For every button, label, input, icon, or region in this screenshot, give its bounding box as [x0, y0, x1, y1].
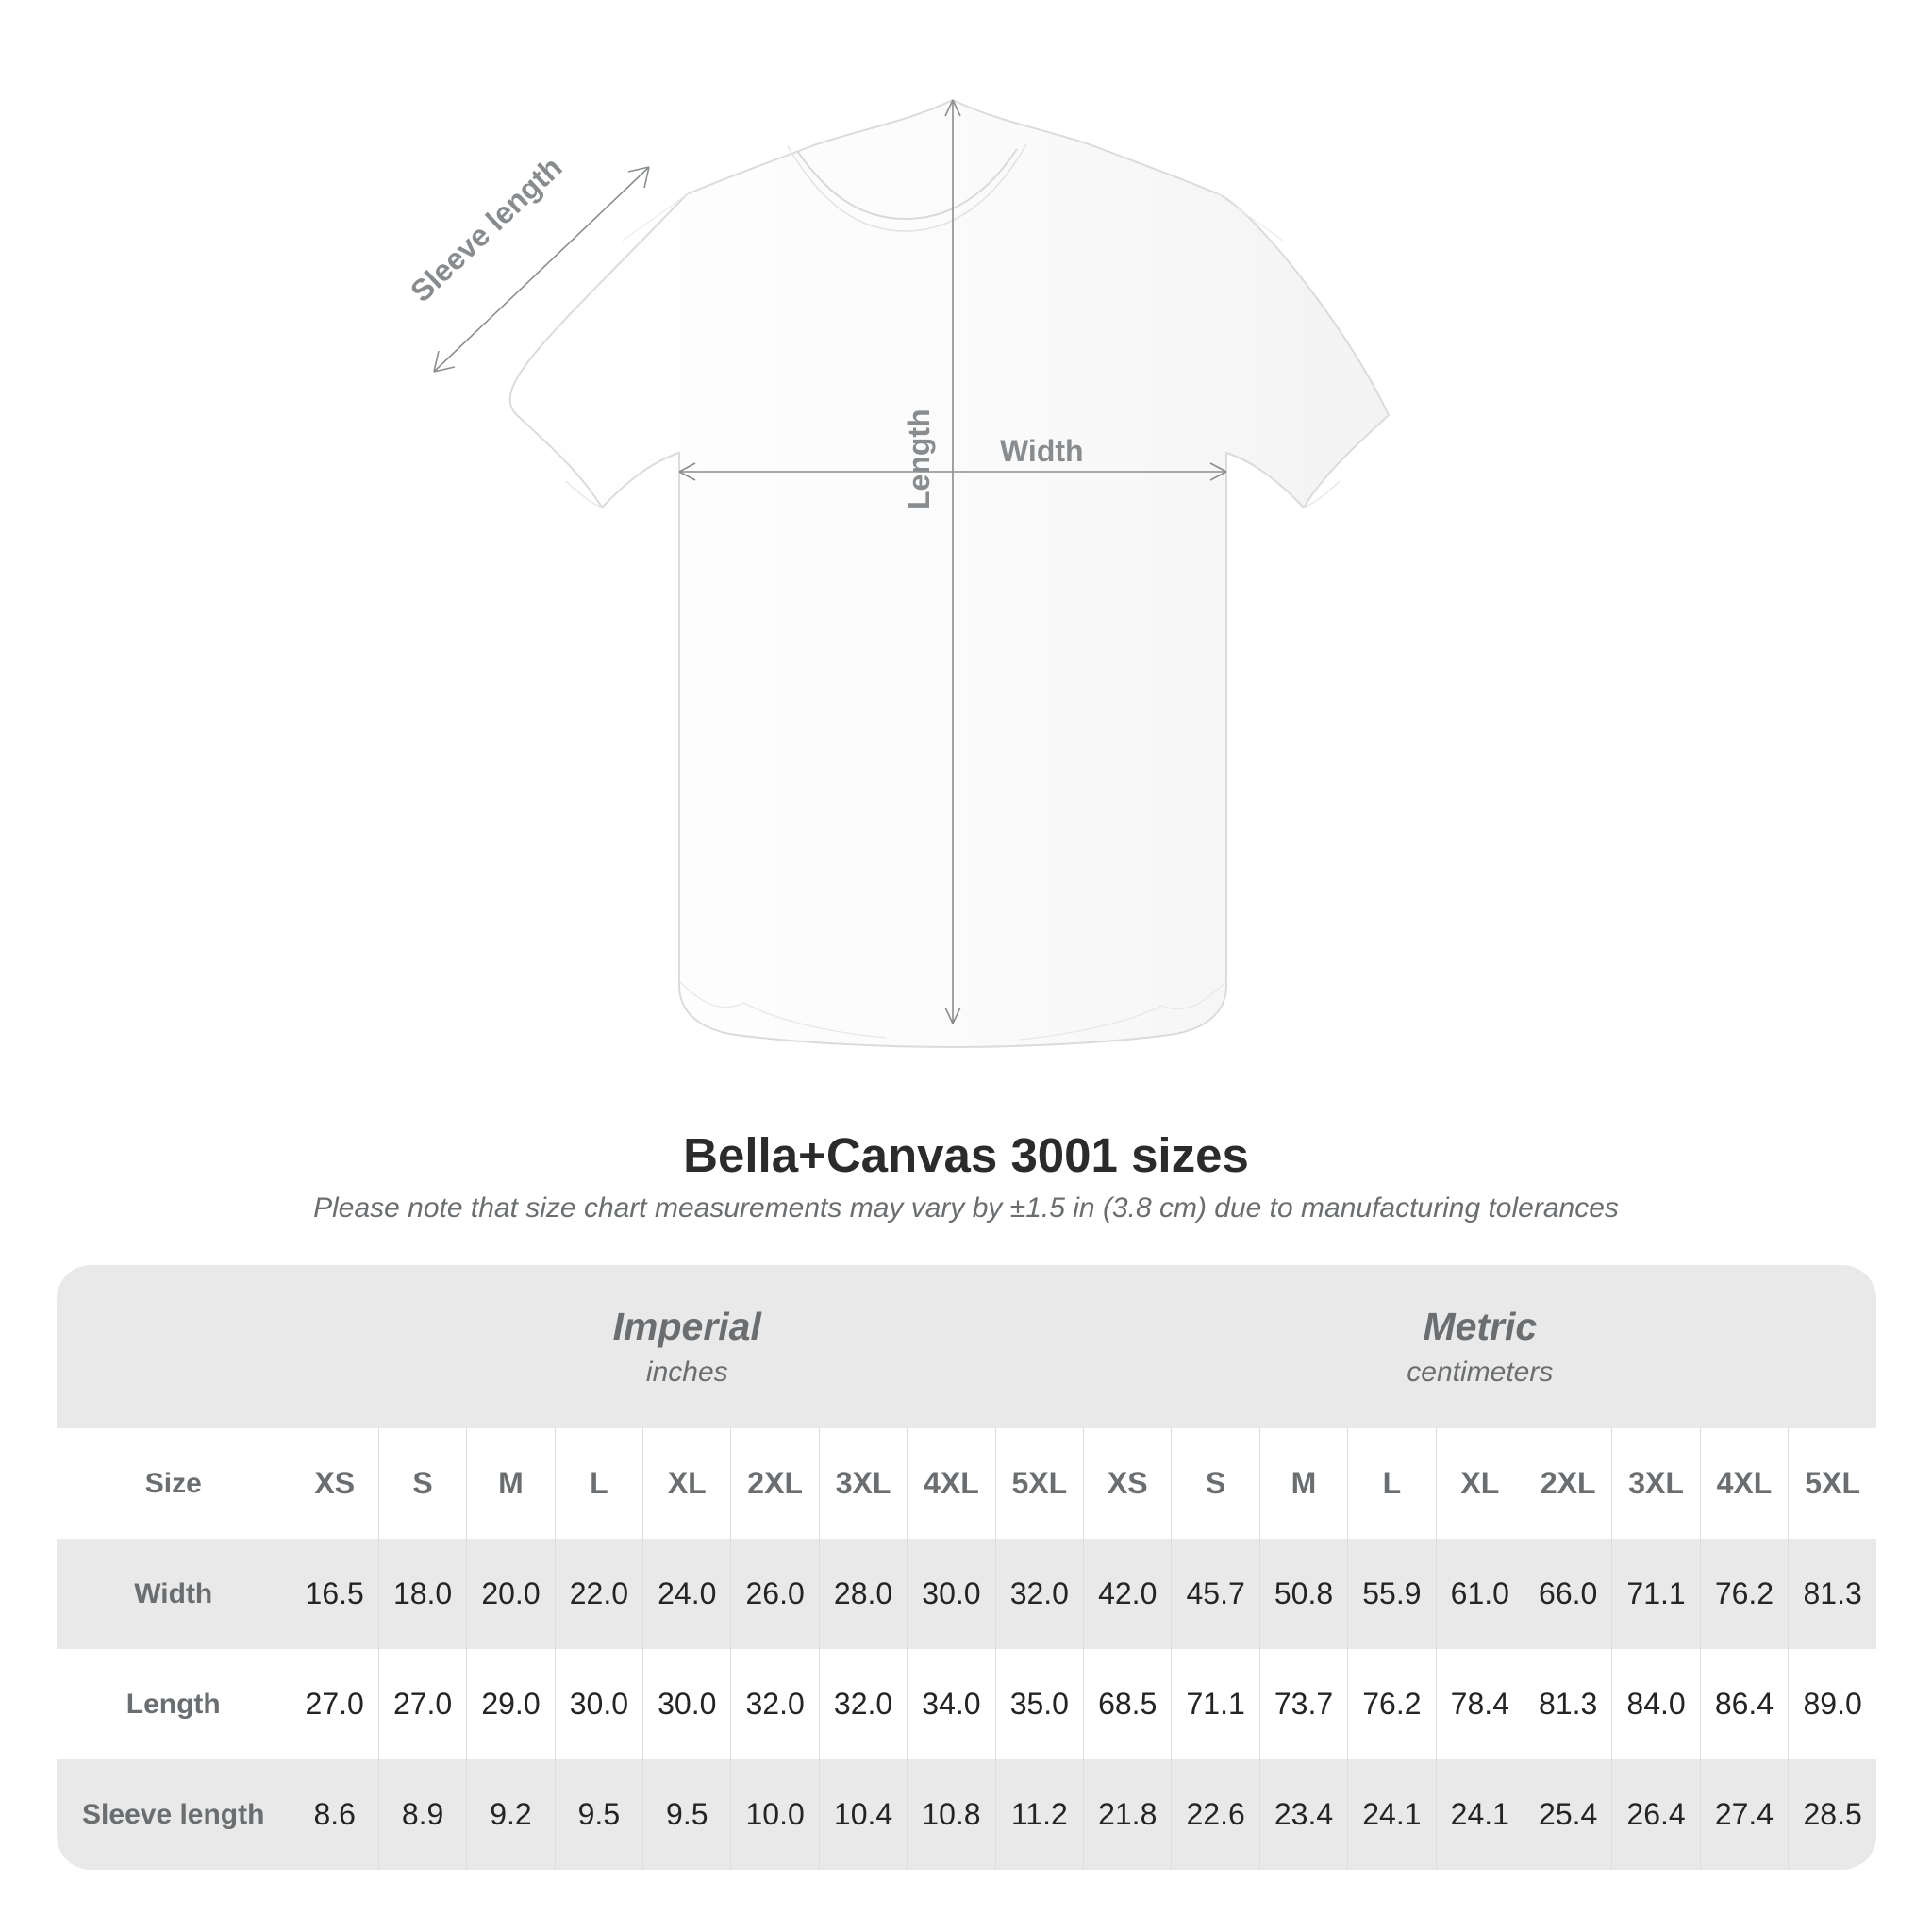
svg-text:Length: Length [902, 408, 936, 509]
svg-text:Sleeve length: Sleeve length [404, 150, 568, 308]
svg-text:Width: Width [1000, 434, 1084, 468]
